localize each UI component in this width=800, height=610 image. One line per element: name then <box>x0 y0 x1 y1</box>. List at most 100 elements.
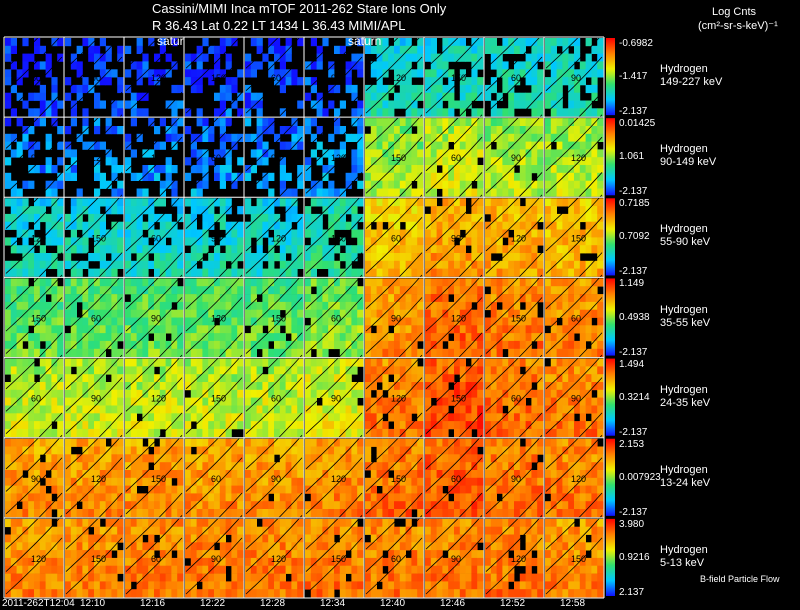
colorbar-min-label: -2.137 <box>619 347 647 359</box>
contour-label: 60 <box>271 73 281 83</box>
colorbar <box>606 198 615 275</box>
contour-label: 60 <box>151 554 161 564</box>
species-label: Hydrogen <box>660 384 708 397</box>
contour-label: 150 <box>451 394 466 404</box>
species-label: Hydrogen <box>660 464 708 477</box>
colorbar-mid-label: 0.9216 <box>619 552 650 564</box>
contour-label: 120 <box>151 394 166 404</box>
colorbar-mid-label: 0.4938 <box>619 312 650 324</box>
saturn-direction-label: saturn <box>348 35 381 47</box>
colorbar-max-label: -0.6982 <box>619 38 653 50</box>
x-tick-label: 12:22 <box>200 598 225 610</box>
energy-label: 55-90 keV <box>660 236 710 249</box>
contour-label: 60 <box>571 314 581 324</box>
chart-title: Cassini/MIMI Inca mTOF 2011-262 Stare Io… <box>152 3 446 15</box>
colorbar-mid-label: 0.7092 <box>619 231 650 243</box>
contour-label: 90 <box>271 474 281 484</box>
contour-label: 150 <box>211 394 226 404</box>
x-tick-label: 12:16 <box>140 598 165 610</box>
contour-label: 120 <box>271 554 286 564</box>
colorbar-mid-label: 0.3214 <box>619 392 650 404</box>
contour-label: 150 <box>391 153 406 163</box>
contour-label: 60 <box>451 474 461 484</box>
contour-label: 90 <box>451 233 461 243</box>
contour-label: 120 <box>31 233 46 243</box>
x-tick-label: 12:10 <box>80 598 105 610</box>
colorbar-mid-label: 0.007923 <box>619 472 661 484</box>
contour-label: 90 <box>391 314 401 324</box>
x-tick-label: 12:46 <box>440 598 465 610</box>
contour-label: 60 <box>31 394 41 404</box>
contour-label: 90 <box>331 394 341 404</box>
contour-label: 90 <box>511 474 521 484</box>
colorbar-max-label: 1.149 <box>619 278 644 290</box>
contour-label: 120 <box>391 394 406 404</box>
species-label: Hydrogen <box>660 544 708 557</box>
colorbar-min-label: -2.137 <box>619 427 647 439</box>
species-label: Hydrogen <box>660 223 708 236</box>
contour-label: 150 <box>511 314 526 324</box>
x-tick-label: 2011-262T12:04 <box>2 598 75 610</box>
colorbar-max-label: 1.494 <box>619 359 644 371</box>
contour-label: 60 <box>511 394 521 404</box>
contour-label: 90 <box>271 153 281 163</box>
colorbar-max-label: 3.980 <box>619 519 644 531</box>
colorbar-max-label: 0.01425 <box>619 118 655 130</box>
colorbar-units-title: Log Cnts <box>712 6 756 18</box>
colorbar-max-label: 0.7185 <box>619 198 650 210</box>
colorbar <box>606 118 615 195</box>
contour-label: 60 <box>271 394 281 404</box>
contour-label: 90 <box>31 153 41 163</box>
colorbar-min-label: -2.137 <box>619 186 647 198</box>
contour-label: 120 <box>511 554 526 564</box>
contour-label: 90 <box>31 474 41 484</box>
species-label: Hydrogen <box>660 304 708 317</box>
contour-label: 150 <box>331 554 346 564</box>
contour-label: 60 <box>91 314 101 324</box>
contour-label: 120 <box>91 153 106 163</box>
contour-label: 150 <box>391 474 406 484</box>
contour-label: 120 <box>391 73 406 83</box>
contour-label: 120 <box>31 554 46 564</box>
contour-label: 150 <box>91 554 106 564</box>
colorbar <box>606 359 615 436</box>
contour-label: 150 <box>211 73 226 83</box>
contour-label: 120 <box>91 474 106 484</box>
contour-label: 90 <box>571 73 581 83</box>
contour-label: 120 <box>511 233 526 243</box>
colorbar <box>606 439 615 516</box>
colorbar-min-label: -2.137 <box>619 507 647 519</box>
contour-label: 150 <box>151 474 166 484</box>
contour-label: 60 <box>391 233 401 243</box>
energy-label: 35-55 keV <box>660 317 710 330</box>
contour-label: 60 <box>391 554 401 564</box>
contour-label: 150 <box>271 314 286 324</box>
colorbar-min-label: -2.137 <box>619 106 647 118</box>
colorbar-min-label: -2.137 <box>619 266 647 278</box>
contour-label: 150 <box>571 554 586 564</box>
colorbar-units: (cm²-sr-s-keV)⁻¹ <box>698 20 778 32</box>
x-tick-label: 12:40 <box>380 598 405 610</box>
contour-label: 150 <box>151 153 166 163</box>
colorbar <box>606 278 615 355</box>
contour-label: 90 <box>211 554 221 564</box>
contour-label: 150 <box>331 233 346 243</box>
contour-label: 90 <box>211 233 221 243</box>
contour-label: 90 <box>91 394 101 404</box>
energy-label: 13-24 keV <box>660 477 710 490</box>
energy-label: 149-227 keV <box>660 76 722 89</box>
contour-label: 90 <box>451 554 461 564</box>
contour-label: 120 <box>271 233 286 243</box>
contour-label: 120 <box>331 474 346 484</box>
contour-label: 120 <box>151 73 166 83</box>
x-tick-label: 12:58 <box>560 598 585 610</box>
energy-label: 24-35 keV <box>660 397 710 410</box>
contour-label: 90 <box>571 394 581 404</box>
contour-label: 60 <box>211 153 221 163</box>
contour-label: 90 <box>91 73 101 83</box>
contour-label: 60 <box>211 474 221 484</box>
colorbar <box>606 38 615 115</box>
contour-label: 150 <box>91 233 106 243</box>
contour-label: 60 <box>331 314 341 324</box>
energy-label: 5-13 keV <box>660 557 704 570</box>
